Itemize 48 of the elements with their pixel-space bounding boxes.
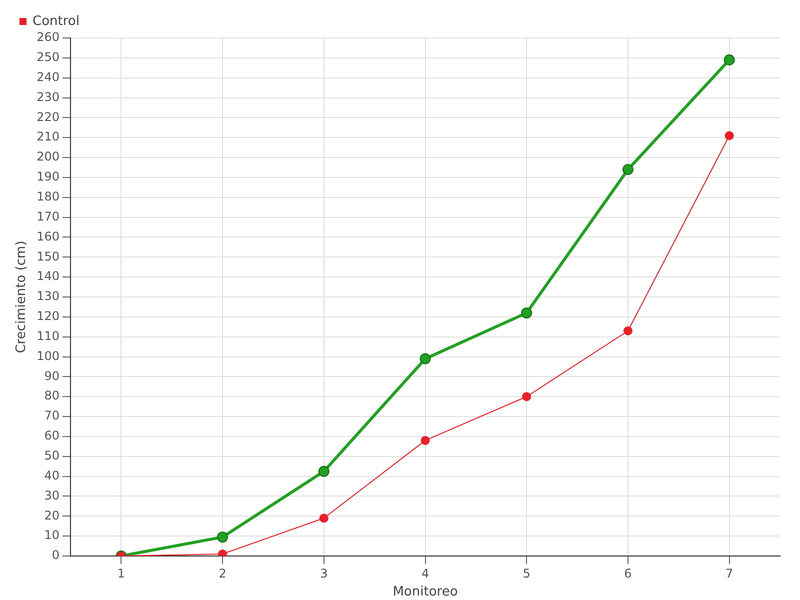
x-tick-label: 2 — [218, 566, 226, 580]
point — [724, 54, 735, 66]
y-tick-label: 260 — [36, 30, 60, 44]
y-tick-label: 140 — [36, 269, 60, 284]
x-tick-label: 3 — [320, 566, 328, 580]
y-tick-label: 130 — [36, 289, 60, 304]
legend-label: Control — [32, 14, 80, 29]
point — [420, 353, 431, 364]
y-tick-label: 90 — [44, 368, 60, 383]
y-tick-label: 150 — [36, 249, 60, 264]
point — [420, 436, 430, 445]
point — [622, 164, 634, 175]
y-tick-label: 160 — [36, 229, 60, 244]
y-tick-label: 80 — [44, 388, 60, 403]
x-tick-label: 5 — [522, 566, 530, 580]
point — [217, 532, 228, 543]
point — [318, 466, 330, 477]
y-tick-label: 10 — [44, 528, 60, 542]
point — [724, 131, 734, 140]
point — [319, 514, 328, 523]
y-tick-label: 40 — [44, 468, 60, 482]
y-axis-title: Crecimiento (cm) — [14, 240, 30, 354]
y-tick-label: 180 — [36, 190, 60, 204]
y-tick-label: 190 — [36, 170, 60, 184]
y-tick-label: 170 — [36, 209, 60, 224]
y-tick-label: 220 — [36, 110, 60, 124]
x-tick-label: 7 — [726, 566, 734, 580]
y-tick-label: 200 — [36, 150, 60, 164]
y-tick-label: 100 — [36, 348, 60, 363]
y-tick-label: 110 — [36, 328, 60, 343]
point — [521, 307, 532, 318]
x-axis-title: Monitoreo — [392, 584, 458, 600]
y-tick-label: 120 — [36, 309, 60, 324]
y-tick-label: 20 — [44, 508, 60, 522]
y-tick-label: 210 — [36, 130, 60, 144]
y-tick-label: 70 — [44, 408, 60, 423]
y-tick-label: 240 — [36, 70, 60, 84]
y-tick-label: 0 — [52, 548, 60, 562]
x-tick-label: 4 — [421, 566, 430, 580]
y-tick-label: 230 — [36, 90, 60, 104]
point — [522, 392, 532, 402]
point — [623, 326, 632, 336]
x-tick-label: 6 — [624, 566, 632, 580]
y-tick-label: 30 — [44, 488, 60, 502]
y-tick-label: 50 — [44, 448, 60, 463]
y-tick-label: 250 — [36, 50, 60, 64]
x-tick-label: 1 — [117, 566, 126, 580]
y-tick-label: 60 — [44, 428, 60, 443]
